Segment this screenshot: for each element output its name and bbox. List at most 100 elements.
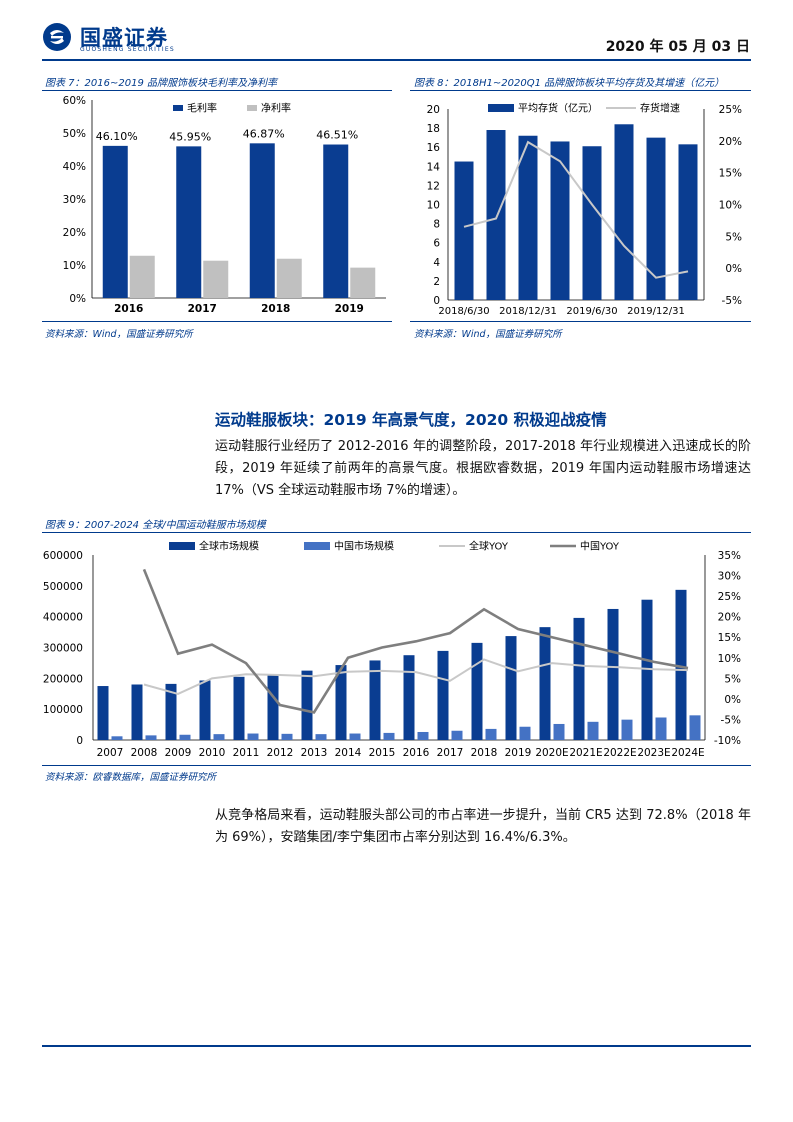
- x-tick-label: 2017: [188, 303, 217, 315]
- bar-inventory: [454, 161, 474, 300]
- bar-inventory: [518, 135, 538, 300]
- bar-global-market: [233, 676, 245, 740]
- y-tick-label-right: 35%: [718, 550, 741, 562]
- bar-global-market: [539, 627, 551, 740]
- y-tick-label: 40%: [63, 161, 86, 173]
- y-tick-label: 60%: [63, 95, 86, 107]
- legend-label-gross: 毛利率: [187, 102, 217, 115]
- bar-china-market: [247, 733, 259, 740]
- x-tick-label: 2016: [403, 747, 430, 759]
- y-tick-label-left: 200000: [43, 673, 83, 685]
- y-tick-label-right: 10%: [718, 653, 741, 665]
- y-tick-label-left: 4: [433, 257, 440, 269]
- x-tick-label: 2018/12/31: [499, 306, 557, 317]
- bar-inventory: [550, 141, 570, 300]
- bar-gross-margin: [323, 144, 349, 298]
- y-tick-label-left: 0: [433, 295, 440, 307]
- competition-paragraph: 从竞争格局来看，运动鞋服头部公司的市占率进一步提升，当前 CR5 达到 72.8…: [215, 808, 751, 845]
- bar-inventory: [646, 137, 666, 300]
- x-tick-label: 2019: [505, 747, 532, 759]
- figure8-caption: 图表 8：2018H1~2020Q1 品牌服饰板块平均存货及其增速（亿元）: [414, 78, 725, 89]
- y-tick-label-right: -5%: [722, 295, 742, 307]
- y-tick-label-left: 100000: [43, 704, 83, 716]
- x-tick-label: 2019/6/30: [566, 306, 617, 317]
- legend-swatch-global: [169, 542, 195, 550]
- y-tick-label-left: 8: [433, 219, 440, 231]
- y-tick-label-left: 20: [427, 104, 440, 116]
- section-title: 运动鞋服板块：2019 年高景气度，2020 积极迎战疫情: [215, 411, 607, 429]
- line-global-yoy: [143, 658, 689, 696]
- bar-china-market: [553, 723, 565, 740]
- figure8-source: 资料来源：Wind，国盛证券研究所: [414, 329, 562, 340]
- bar-global-market: [505, 636, 517, 740]
- bar-china-market: [689, 715, 701, 740]
- bar-gross-margin: [176, 146, 202, 298]
- bar-global-market: [403, 655, 415, 740]
- y-tick-label-left: 12: [427, 180, 440, 192]
- y-tick-label-left: 0: [76, 735, 83, 747]
- report-date: 2020 年 05 月 03 日: [605, 39, 750, 55]
- data-label: 46.87%: [243, 127, 285, 140]
- figure9-source-rule: [42, 765, 751, 766]
- bar-gross-margin: [249, 143, 275, 298]
- x-tick-label: 2014: [335, 747, 362, 759]
- y-tick-label-left: 14: [427, 161, 441, 173]
- x-tick-label: 2024E: [671, 747, 704, 759]
- y-tick-label-right: 25%: [719, 104, 742, 116]
- y-tick-label-left: 600000: [43, 550, 83, 562]
- line-inventory-growth: [463, 140, 689, 279]
- bar-china-market: [383, 732, 395, 740]
- bar-china-market: [111, 736, 123, 740]
- legend-swatch-net: [247, 105, 257, 111]
- y-tick-label-left: 400000: [43, 612, 83, 624]
- bar-china-market: [145, 735, 157, 740]
- bar-china-market: [213, 734, 225, 740]
- bar-gross-margin: [102, 145, 128, 298]
- y-tick-label-right: 15%: [719, 168, 742, 180]
- bar-inventory: [678, 144, 698, 300]
- x-tick-label: 2019: [335, 303, 364, 315]
- bar-china-market: [179, 734, 191, 740]
- bar-global-market: [199, 680, 211, 740]
- bar-global-market: [675, 589, 687, 740]
- y-tick-label-right: 30%: [718, 571, 741, 583]
- y-tick-label-left: 16: [427, 142, 441, 154]
- legend-swatch-gross: [173, 105, 183, 111]
- bar-china-market: [451, 730, 463, 740]
- legend-swatch-inventory: [488, 104, 514, 112]
- bar-net-margin: [350, 267, 376, 298]
- y-tick-label-right: 5%: [724, 673, 741, 685]
- bar-global-market: [607, 608, 619, 740]
- x-tick-label: 2023E: [637, 747, 670, 759]
- data-label: 46.51%: [316, 129, 358, 142]
- figure8-source-rule: [410, 321, 751, 322]
- bar-china-market: [621, 719, 633, 740]
- y-tick-label-right: 20%: [719, 136, 742, 148]
- data-label: 45.95%: [169, 130, 211, 143]
- x-tick-label: 2012: [267, 747, 294, 759]
- x-tick-label: 2013: [301, 747, 328, 759]
- y-tick-label-left: 500000: [43, 581, 83, 593]
- y-tick-label-right: -10%: [714, 735, 741, 747]
- bar-net-margin: [276, 258, 302, 298]
- x-tick-label: 2020E: [535, 747, 568, 759]
- figure9-source: 资料来源：欧睿数据库，国盛证券研究所: [45, 772, 217, 783]
- x-tick-label: 2015: [369, 747, 396, 759]
- figure7-caption-rule: [42, 90, 392, 91]
- bar-global-market: [131, 684, 143, 740]
- y-tick-label-left: 18: [427, 123, 440, 135]
- x-tick-label: 2008: [131, 747, 158, 759]
- bar-china-market: [281, 733, 293, 740]
- bar-global-market: [573, 617, 585, 740]
- bar-global-market: [97, 686, 109, 740]
- x-tick-label: 2018/6/30: [438, 306, 489, 317]
- bar-china-market: [485, 728, 497, 740]
- y-tick-label-right: 0%: [725, 263, 742, 275]
- x-tick-label: 2018: [471, 747, 498, 759]
- footer-divider: [42, 1045, 751, 1047]
- bar-china-market: [655, 717, 667, 740]
- section-paragraph: 运动鞋服行业经历了 2012-2016 年的调整阶段，2017-2018 年行业…: [215, 439, 751, 498]
- bar-inventory: [486, 130, 506, 300]
- y-tick-label-left: 2: [433, 276, 440, 288]
- bar-global-market: [471, 642, 483, 740]
